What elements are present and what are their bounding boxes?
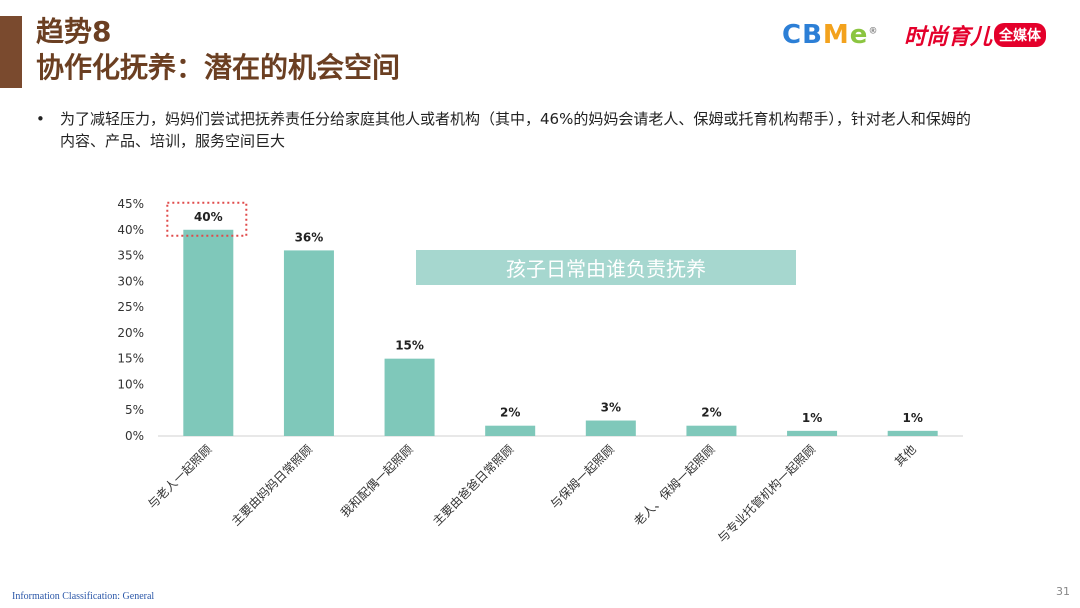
x-tick-label: 主要由爸爸日常照顾 <box>430 442 516 528</box>
y-tick-label: 15% <box>117 352 144 366</box>
data-label: 36% <box>295 230 324 244</box>
x-tick-label: 与老人一起照顾 <box>145 442 214 511</box>
bullet-text: 为了减轻压力，妈妈们尝试把抚养责任分给家庭其他人或者机构（其中，46%的妈妈会请… <box>60 110 971 150</box>
title-line-2: 协作化抚养：潜在的机会空间 <box>36 51 401 84</box>
y-tick-label: 5% <box>125 403 144 417</box>
bullet-symbol: • <box>36 110 45 128</box>
bar <box>183 229 234 436</box>
bar <box>384 358 435 436</box>
data-label: 15% <box>395 339 424 353</box>
title-accent-bar <box>0 16 22 88</box>
cbme-letter-e: e <box>849 20 869 50</box>
x-tick-label: 与保姆一起照顾 <box>548 442 617 511</box>
page-number: 31 <box>1056 585 1070 598</box>
y-tick-label: 0% <box>125 429 144 443</box>
legend-label: 孩子日常由谁负责抚养 <box>506 257 706 281</box>
cbme-logo: CBMe® <box>782 20 878 50</box>
bar <box>787 430 838 436</box>
data-label: 1% <box>903 411 923 425</box>
fashion-parenting-logo: 时尚育儿 全媒体 <box>904 22 1047 50</box>
info-classification: Information Classification: General <box>12 591 155 602</box>
bar <box>585 420 636 436</box>
page-title: 趋势8 协作化抚养：潜在的机会空间 <box>36 14 400 86</box>
bar <box>887 430 938 436</box>
y-tick-label: 10% <box>117 377 144 391</box>
highlight-dotted-box <box>166 201 248 237</box>
data-label: 40% <box>194 210 223 224</box>
cbme-letter-b: B <box>802 20 823 50</box>
x-tick-label: 我和配偶一起照顾 <box>338 442 416 520</box>
y-tick-label: 40% <box>117 223 144 237</box>
data-label: 1% <box>802 411 822 425</box>
y-tick-label: 45% <box>117 197 144 211</box>
cbme-letter-m: M <box>822 20 850 50</box>
data-label: 2% <box>500 406 520 420</box>
bullet-point: • 为了减轻压力，妈妈们尝试把抚养责任分给家庭其他人或者机构（其中，46%的妈妈… <box>36 108 976 152</box>
x-tick-label: 老人、保姆一起照顾 <box>631 442 717 528</box>
y-tick-label: 25% <box>117 300 144 314</box>
x-tick-label: 与专业托管机构一起照顾 <box>714 442 818 546</box>
y-tick-label: 30% <box>117 274 144 288</box>
y-tick-label: 20% <box>117 326 144 340</box>
fashion-logo-main: 时尚育儿 <box>904 25 993 50</box>
registered-mark: ® <box>868 26 879 37</box>
y-tick-label: 35% <box>117 249 144 263</box>
chart-legend: 孩子日常由谁负责抚养 <box>416 250 796 285</box>
bar <box>283 250 334 436</box>
x-tick-label: 其他 <box>892 442 919 469</box>
fashion-logo-badge: 全媒体 <box>994 23 1047 47</box>
x-tick-label: 主要由妈妈日常照顾 <box>229 442 315 528</box>
bar <box>485 425 536 436</box>
data-label: 3% <box>601 401 621 415</box>
title-line-1: 趋势8 <box>36 15 112 48</box>
bar <box>686 425 737 436</box>
data-label: 2% <box>701 406 721 420</box>
cbme-letter-c: C <box>782 20 803 50</box>
